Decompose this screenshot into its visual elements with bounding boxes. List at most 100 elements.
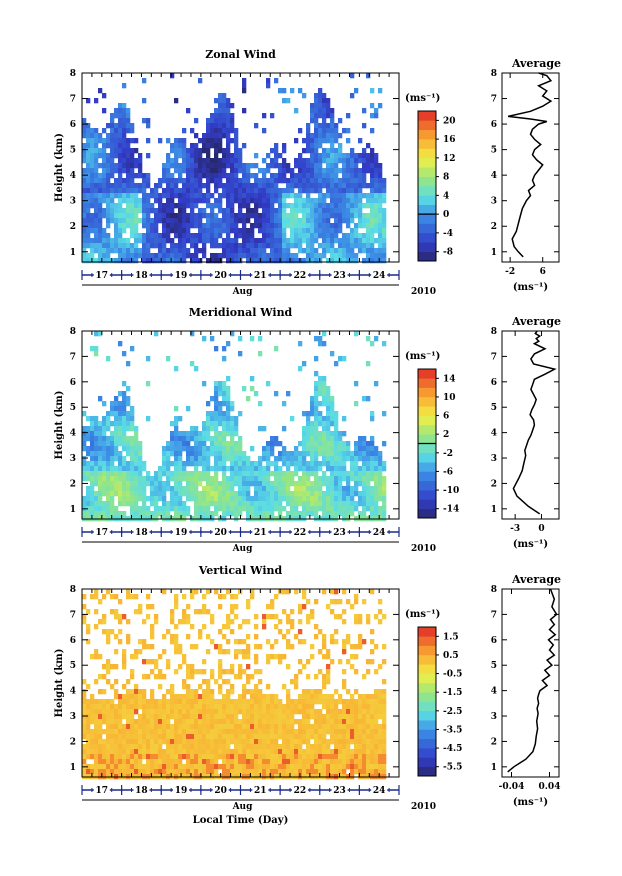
meridional-cell bbox=[166, 476, 171, 482]
meridional-cell bbox=[246, 501, 251, 507]
vertical-cell bbox=[206, 719, 211, 725]
zonal-day-label-bg bbox=[291, 269, 308, 280]
vertical-cell bbox=[86, 724, 91, 730]
vertical-cell bbox=[166, 699, 171, 705]
zonal-cell bbox=[234, 143, 239, 149]
zonal-cell bbox=[246, 218, 251, 224]
vertical-cell bbox=[102, 664, 107, 670]
vertical-cell bbox=[282, 654, 287, 660]
vertical-cell bbox=[210, 719, 215, 725]
zonal-cell bbox=[294, 173, 299, 179]
meridional-cell bbox=[298, 456, 303, 462]
vertical-cell bbox=[142, 749, 147, 755]
zonal-cell bbox=[118, 203, 123, 209]
zonal-cell bbox=[306, 218, 311, 224]
vertical-cell bbox=[218, 674, 223, 680]
zonal-cell bbox=[226, 103, 231, 109]
zonal-cell bbox=[110, 138, 115, 144]
meridional-cell bbox=[238, 506, 243, 512]
zonal-cell bbox=[202, 133, 207, 139]
meridional-cell bbox=[366, 486, 371, 492]
vertical-cell bbox=[262, 714, 267, 720]
meridional-cell bbox=[110, 436, 115, 442]
zonal-cell bbox=[182, 148, 187, 154]
meridional-cell bbox=[114, 416, 119, 422]
meridional-cell bbox=[146, 381, 151, 387]
meridional-cell bbox=[322, 431, 327, 437]
vertical-cell bbox=[174, 744, 179, 750]
meridional-cell bbox=[194, 476, 199, 482]
meridional-cell bbox=[254, 481, 259, 487]
meridional-cell bbox=[326, 431, 331, 437]
zonal-cell bbox=[250, 163, 255, 169]
meridional-cell bbox=[230, 406, 235, 412]
vertical-cell bbox=[306, 754, 311, 760]
meridional-cell bbox=[366, 491, 371, 497]
meridional-cell bbox=[270, 496, 275, 502]
zonal-cell bbox=[102, 153, 107, 159]
zonal-cell bbox=[278, 253, 283, 259]
meridional-cell bbox=[338, 491, 343, 497]
vertical-cell bbox=[286, 724, 291, 730]
zonal-cell bbox=[174, 213, 179, 219]
zonal-cell bbox=[186, 173, 191, 179]
zonal-cell bbox=[378, 203, 383, 209]
meridional-cell bbox=[262, 506, 267, 512]
zonal-cell bbox=[182, 223, 187, 229]
zonal-cell bbox=[230, 213, 235, 219]
zonal-ytick-label: 6 bbox=[70, 120, 76, 130]
vertical-cell bbox=[310, 614, 315, 620]
meridional-cell bbox=[206, 471, 211, 477]
meridional-cell bbox=[314, 466, 319, 472]
zonal-cell bbox=[118, 183, 123, 189]
meridional-cell bbox=[318, 421, 323, 427]
meridional-cell bbox=[334, 506, 339, 512]
vertical-cell bbox=[178, 694, 183, 700]
zonal-cell bbox=[290, 193, 295, 199]
meridional-cell bbox=[206, 456, 211, 462]
vertical-cell bbox=[214, 589, 219, 595]
meridional-cell bbox=[318, 411, 323, 417]
vertical-cell bbox=[238, 709, 243, 715]
zonal-cell bbox=[334, 178, 339, 184]
vertical-cell bbox=[294, 634, 299, 640]
zonal-cell bbox=[250, 198, 255, 204]
meridional-cell bbox=[126, 396, 131, 402]
vertical-cell bbox=[186, 684, 191, 690]
vertical-cell bbox=[166, 664, 171, 670]
meridional-average-ytick-label: 1 bbox=[491, 505, 497, 515]
meridional-cell bbox=[330, 451, 335, 457]
meridional-cell bbox=[114, 471, 119, 477]
zonal-cell bbox=[214, 223, 219, 229]
zonal-cell bbox=[170, 213, 175, 219]
meridional-cell bbox=[110, 496, 115, 502]
meridional-cell bbox=[150, 491, 155, 497]
zonal-cell bbox=[338, 203, 343, 209]
meridional-cell bbox=[82, 501, 87, 507]
vertical-cell bbox=[126, 679, 131, 685]
meridional-cell bbox=[230, 476, 235, 482]
meridional-cell bbox=[102, 416, 107, 422]
meridional-cell bbox=[130, 506, 135, 512]
meridional-cell bbox=[366, 441, 371, 447]
vertical-cell bbox=[206, 714, 211, 720]
meridional-cell bbox=[126, 481, 131, 487]
zonal-cell bbox=[238, 163, 243, 169]
meridional-cell bbox=[86, 436, 91, 442]
meridional-cell bbox=[122, 491, 127, 497]
zonal-cell bbox=[226, 248, 231, 254]
meridional-cell bbox=[238, 441, 243, 447]
vertical-cell bbox=[274, 719, 279, 725]
vertical-cell bbox=[266, 704, 271, 710]
vertical-cell bbox=[286, 714, 291, 720]
vertical-cell bbox=[110, 729, 115, 735]
vertical-cell bbox=[82, 759, 87, 765]
zonal-cell bbox=[198, 213, 203, 219]
zonal-cell bbox=[118, 198, 123, 204]
vertical-cell bbox=[154, 674, 159, 680]
zonal-cell bbox=[122, 253, 127, 259]
zonal-cell bbox=[322, 93, 327, 99]
zonal-cell bbox=[326, 113, 331, 119]
meridional-cell bbox=[186, 441, 191, 447]
vertical-cell bbox=[106, 764, 111, 770]
